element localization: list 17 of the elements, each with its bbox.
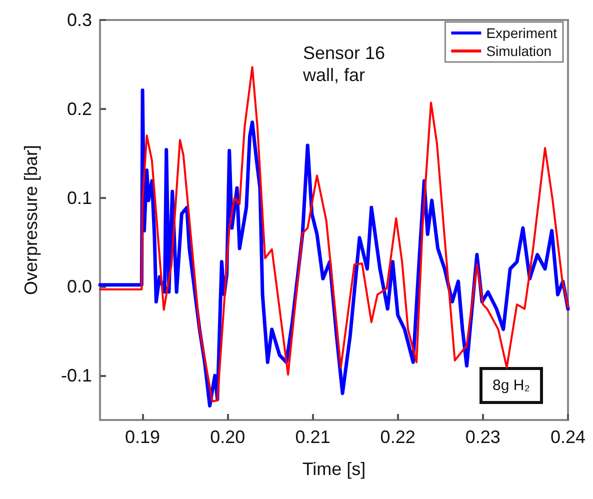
- y-tick-label: 0.0: [66, 276, 92, 297]
- y-tick-label: 0.3: [66, 10, 92, 30]
- x-tick-label: 0.20: [210, 427, 246, 447]
- x-tick-label: 0.24: [550, 427, 586, 447]
- annotation: 8g H₂: [492, 377, 530, 394]
- y-tick-label: 0.2: [66, 98, 92, 119]
- y-tick-label: 0.1: [66, 188, 92, 208]
- x-tick-label: 0.22: [380, 427, 416, 447]
- y-axis-title: Overpressure [bar]: [21, 144, 41, 296]
- legend-label: Experiment: [486, 25, 558, 41]
- y-tick-label: -0.1: [60, 366, 92, 386]
- legend-label: Simulation: [486, 43, 552, 59]
- x-tick-label: 0.21: [295, 427, 330, 447]
- annotation: Sensor 16 wall, far: [302, 43, 386, 85]
- x-axis-title: Time [s]: [302, 459, 366, 479]
- x-tick-label: 0.23: [465, 427, 500, 447]
- x-tick-label: 0.19: [125, 427, 160, 447]
